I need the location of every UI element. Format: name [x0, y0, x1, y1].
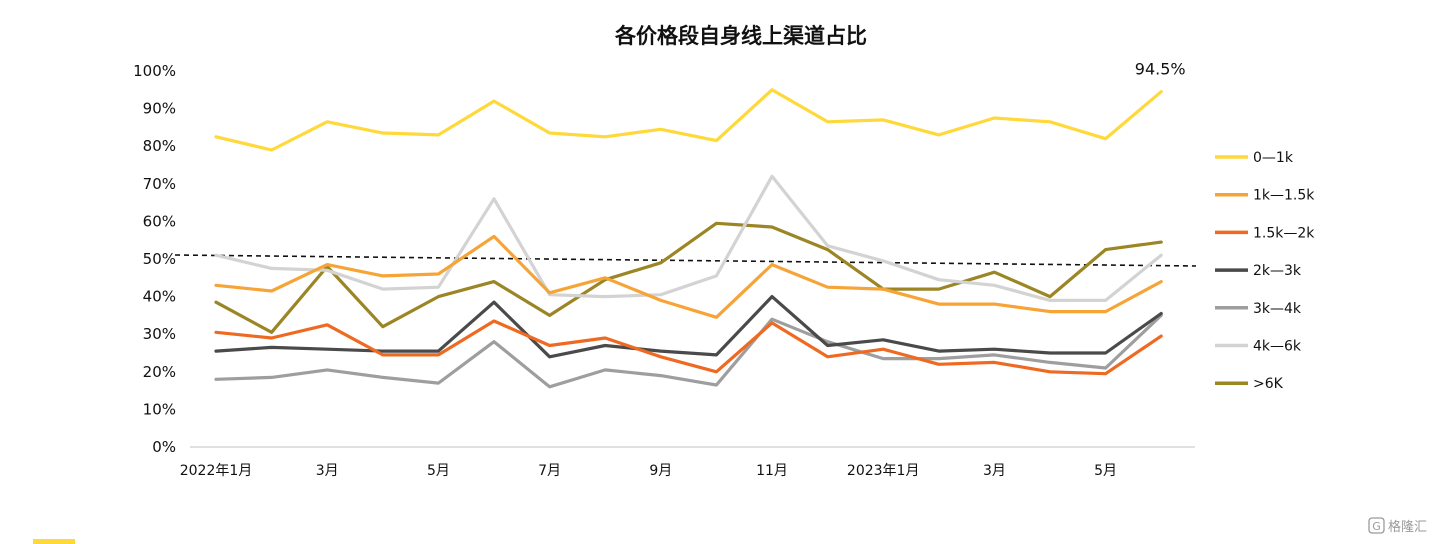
y-axis: 0% 10% 20% 30% 40% 50% 60% 70% 80% 90% 100% — [133, 62, 176, 456]
y-tick-label: 90% — [143, 100, 176, 118]
x-tick-label: 5月 — [1094, 463, 1117, 479]
y-tick-label: 30% — [143, 325, 176, 343]
footer-accent-bar — [33, 539, 75, 544]
x-tick-label: 11月 — [756, 463, 788, 479]
legend-label: 3k—4k — [1253, 301, 1302, 317]
x-tick-label: 7月 — [538, 463, 561, 479]
watermark-text: 格隆汇 — [1388, 519, 1427, 535]
x-tick-label: 9月 — [649, 463, 672, 479]
series-line — [214, 88, 1163, 152]
legend-label: >6K — [1253, 376, 1284, 392]
x-tick-label: 5月 — [427, 463, 450, 479]
y-tick-label: 60% — [143, 212, 176, 230]
x-tick-label: 3月 — [316, 463, 339, 479]
chart-title: 各价格段自身线上渠道占比 — [614, 24, 867, 48]
legend-label: 4k—6k — [1253, 339, 1302, 355]
series-line — [214, 221, 1163, 334]
series-line — [214, 295, 1163, 359]
legend-label: 1k—1.5k — [1253, 188, 1315, 204]
x-tick-label: 2022年1月 — [180, 463, 253, 479]
watermark-logo-icon — [1368, 517, 1385, 534]
reference-line-group — [174, 254, 1197, 267]
y-tick-label: 100% — [133, 62, 176, 80]
series-group — [214, 88, 1163, 389]
y-tick-label: 20% — [143, 363, 176, 381]
y-tick-label: 0% — [152, 438, 176, 456]
y-tick-label: 50% — [143, 250, 176, 268]
y-tick-label: 80% — [143, 137, 176, 155]
legend-label: 0—1k — [1253, 150, 1294, 166]
series-line — [214, 319, 1163, 376]
legend-label: 2k—3k — [1253, 263, 1302, 279]
y-tick-label: 40% — [143, 288, 176, 306]
legend: 0—1k 1k—1.5k 1.5k—2k 2k—3k 3k—4k 4k—6k >6K — [1215, 150, 1315, 392]
series-line — [214, 313, 1163, 389]
x-axis: 2022年1月 3月 5月 7月 9月 11月 2023年1月 3月 5月 — [180, 446, 1195, 479]
watermark: G 格隆汇 — [1368, 517, 1427, 535]
x-tick-label: 3月 — [983, 463, 1006, 479]
y-tick-label: 70% — [143, 175, 176, 193]
peak-annotation: 94.5% — [1135, 60, 1186, 79]
series-line — [214, 234, 1163, 319]
watermark-logo-glyph: G — [1372, 520, 1381, 533]
legend-label: 1.5k—2k — [1253, 225, 1315, 241]
x-tick-label: 2023年1月 — [847, 463, 920, 479]
reference-line — [174, 254, 1197, 267]
series-line — [214, 174, 1163, 302]
y-tick-label: 10% — [143, 400, 176, 418]
